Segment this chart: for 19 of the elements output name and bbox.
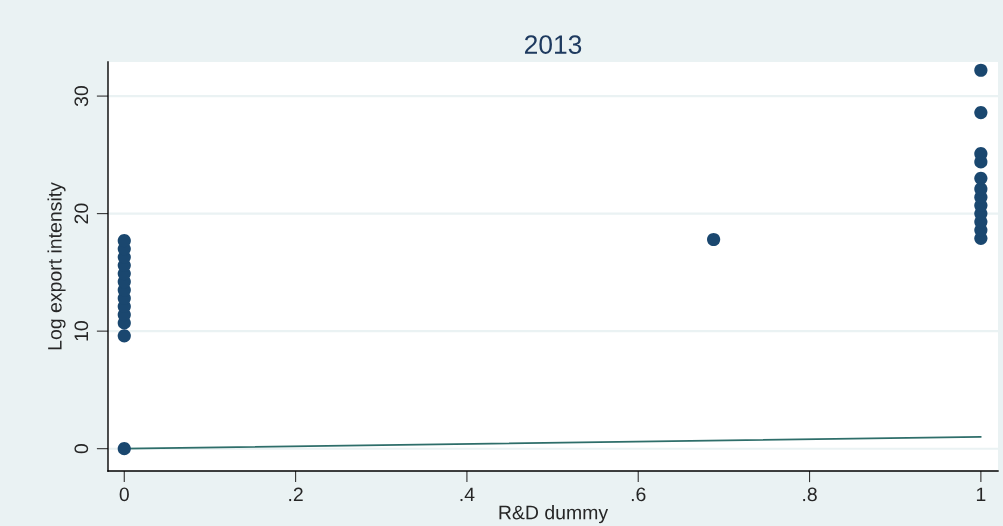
point [974,63,988,77]
point [707,232,721,247]
x-tick-label: 0 [119,487,129,502]
y-tick-label: 0 [74,444,89,454]
x-tick-label: .4 [460,487,475,502]
x-tick-label: 1 [976,487,986,502]
point [974,171,988,185]
y-tick-label: 10 [74,321,89,341]
x-axis-title: R&D dummy [499,505,609,524]
y-tick-label: 30 [74,86,89,107]
chart-title: 2013 [524,35,582,54]
point [117,442,131,456]
point [117,329,131,343]
y-axis-title: Log export intensity [47,182,66,350]
x-tick-label: .8 [803,487,817,502]
x-tick-label: .6 [631,487,646,502]
x-tick-label: .2 [289,487,303,502]
y-tick-label: 20 [74,203,89,224]
point [974,105,988,120]
